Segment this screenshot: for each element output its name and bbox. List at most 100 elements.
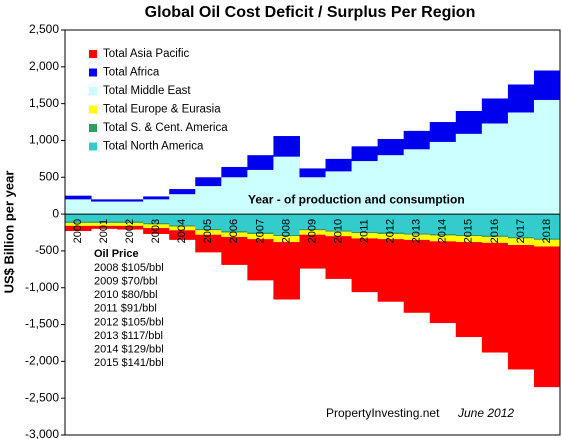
area-step — [91, 214, 118, 222]
area-step — [455, 234, 483, 237]
area-step — [221, 166, 248, 178]
area-step — [117, 221, 144, 223]
area-step — [481, 236, 509, 243]
area-step — [169, 194, 196, 215]
area-step — [455, 111, 483, 134]
area-step — [273, 136, 300, 157]
legend-label: Total Asia Pacific — [103, 48, 190, 60]
area-step — [481, 123, 509, 215]
y-tick-label: 1,500 — [29, 96, 59, 110]
area-step — [481, 214, 509, 236]
area-step — [351, 238, 379, 293]
area-step — [117, 199, 144, 202]
y-tick-label: 0 — [52, 206, 59, 220]
oil-price-line: 2008 $105/bbl — [94, 262, 164, 274]
y-axis-title: US$ Billion per year — [1, 171, 16, 294]
area-step — [533, 238, 561, 240]
overlay: -3,000 -2,500 -2,000 -1,500 -1,000 -500 0 500 1,… — [25, 22, 561, 439]
y-tick-label: 1,000 — [29, 133, 59, 147]
y-tick-label: -500 — [35, 243, 59, 257]
area-step — [65, 195, 92, 200]
area-step — [533, 239, 561, 247]
oil-price-line: 2010 $80/bbl — [94, 289, 158, 301]
x-tick-label: 2008 — [280, 219, 292, 243]
area-step — [117, 225, 144, 230]
area-step — [455, 133, 483, 215]
area-step — [325, 158, 353, 172]
area-step — [299, 230, 327, 235]
area-step — [65, 214, 92, 222]
area-step — [533, 70, 561, 100]
area-step — [481, 235, 509, 237]
legend-swatch — [89, 50, 97, 58]
area-step — [117, 201, 144, 215]
y-tick-label: 2,000 — [29, 59, 59, 73]
legend-swatch — [89, 105, 97, 114]
area-step — [507, 112, 535, 215]
area-step — [273, 156, 300, 215]
area-step — [325, 171, 353, 215]
x-tick-label: 2004 — [176, 219, 188, 243]
annotation: Year - of production and consumption — [248, 192, 465, 206]
area-step — [299, 234, 327, 269]
x-tick-label: 2015 — [463, 219, 475, 243]
area-step — [247, 155, 274, 170]
chart-title: Global Oil Cost Deficit / Surplus Per Re… — [145, 4, 476, 21]
area-step — [507, 84, 535, 113]
area-step — [91, 201, 118, 215]
plot-area — [65, 30, 561, 435]
area-step — [481, 98, 509, 124]
area-step — [351, 214, 379, 232]
area-step — [195, 228, 222, 231]
area-step — [533, 99, 561, 215]
area-step — [91, 225, 118, 229]
oil-price-line: 2014 $129/bbl — [94, 344, 164, 356]
area-step — [481, 242, 509, 353]
area-step — [221, 214, 248, 232]
area-step — [195, 177, 222, 187]
area-step — [403, 233, 431, 235]
area-step — [273, 214, 300, 235]
area-step — [65, 225, 92, 232]
area-step — [377, 138, 405, 156]
area-step — [143, 228, 170, 234]
legend-swatch — [89, 142, 97, 151]
area-step — [377, 232, 405, 234]
area-step — [403, 149, 431, 215]
area-step — [169, 189, 196, 195]
area-step — [169, 230, 196, 240]
y-tick-label: -2,500 — [25, 390, 59, 404]
area-step — [195, 186, 222, 215]
y-tick-label: 500 — [39, 169, 59, 183]
area-step — [429, 122, 457, 142]
area-step — [195, 234, 222, 253]
legend-label: Total Africa — [103, 67, 160, 79]
legend-label: Total Middle East — [103, 85, 191, 97]
x-tick-label: 2000 — [72, 219, 84, 243]
y-tick-label: -2,000 — [25, 354, 59, 368]
date: June 2012 — [457, 406, 514, 420]
y-tick-label: 2,500 — [29, 22, 59, 36]
area-step — [169, 214, 196, 226]
oil-price-title: Oil Price — [94, 248, 139, 260]
x-tick-label: 2011 — [359, 219, 371, 243]
x-tick-label: 2017 — [515, 219, 527, 243]
x-tick-label: 2006 — [228, 219, 240, 243]
area-step — [403, 130, 431, 150]
area-step — [195, 214, 222, 229]
plot-border — [64, 29, 561, 436]
x-tick-label: 2005 — [202, 219, 214, 243]
area-step — [247, 169, 274, 215]
area-step — [247, 239, 274, 281]
area-step — [65, 221, 92, 223]
oil-price-line: 2012 $105/bbl — [94, 316, 164, 328]
area-step — [351, 161, 379, 215]
legend-box — [83, 42, 245, 161]
area-step — [377, 214, 405, 233]
area-step — [169, 225, 196, 227]
x-tick-label: 2003 — [150, 219, 162, 243]
area-step — [221, 236, 248, 265]
area-step — [455, 236, 483, 243]
area-step — [143, 214, 170, 223]
area-step — [351, 233, 379, 239]
